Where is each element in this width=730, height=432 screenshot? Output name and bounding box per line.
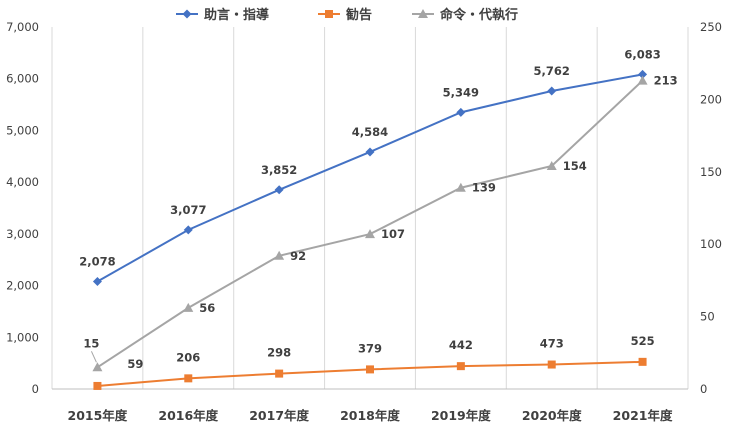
y-left-tick-label: 4,000 — [6, 175, 39, 189]
axes: 0 1,000 2,000 3,000 4,000 5,000 6,000 7,000 0 50 1… — [6, 20, 722, 423]
gridlines — [142, 27, 598, 389]
data-point-marker — [92, 362, 103, 372]
series-path — [96, 79, 644, 369]
legend-item: 勧告 — [318, 7, 372, 23]
y-right-tick-label: 0 — [700, 382, 707, 396]
data-label: 5,349 — [443, 85, 479, 99]
x-tick-label: 2017年度 — [249, 408, 309, 423]
data-label: 15 — [83, 336, 99, 350]
data-label: 107 — [381, 227, 405, 241]
data-point-marker — [547, 86, 557, 96]
data-label: 2,078 — [79, 255, 115, 269]
data-label: 298 — [267, 346, 291, 360]
data-label: 206 — [176, 350, 200, 364]
y-left-tick-label: 7,000 — [6, 20, 39, 34]
x-tick-label: 2018年度 — [340, 408, 400, 423]
data-point-marker — [325, 10, 333, 18]
data-point-marker — [365, 229, 375, 239]
data-label: 5,762 — [534, 64, 570, 78]
data-point-marker — [456, 362, 465, 371]
data-point-marker — [274, 185, 284, 195]
y-right-tick-label: 250 — [700, 20, 722, 34]
data-labels: 2,078 3,077 3,852 4,584 5,349 5,762 6,083 59 206… — [79, 47, 677, 371]
data-label: 442 — [449, 338, 473, 352]
series-line-1 — [92, 69, 648, 287]
data-label: 6,083 — [624, 47, 660, 61]
legend: 助言・指導 勧告 命令・代執行 — [176, 7, 518, 23]
y-left-tick-label: 0 — [32, 382, 39, 396]
data-point-marker — [637, 75, 648, 85]
data-label: 379 — [358, 341, 382, 355]
data-point-marker — [366, 365, 374, 374]
data-point-marker — [275, 369, 284, 378]
data-point-marker — [93, 381, 102, 390]
data-point-marker — [365, 147, 375, 157]
series-line-3 — [92, 75, 648, 372]
data-label: 473 — [540, 337, 564, 351]
y-left-tick-label: 6,000 — [6, 72, 39, 86]
data-label: 59 — [127, 357, 143, 371]
data-label: 213 — [654, 74, 678, 88]
legend-item: 助言・指導 — [176, 7, 269, 23]
data-label: 4,584 — [352, 125, 388, 139]
data-point-marker — [455, 182, 466, 192]
series-layer — [92, 69, 648, 390]
y-left-tick-label: 2,000 — [6, 279, 39, 293]
series-line-2 — [93, 357, 647, 390]
leader-line — [90, 351, 97, 363]
y-left-tick-label: 3,000 — [6, 227, 39, 241]
data-point-marker — [546, 161, 557, 171]
y-left-tick-label: 5,000 — [6, 123, 39, 137]
data-point-marker — [182, 9, 192, 19]
data-point-marker — [183, 302, 194, 312]
data-label: 139 — [472, 181, 496, 195]
data-label: 154 — [563, 159, 587, 173]
x-tick-label: 2021年度 — [613, 408, 673, 423]
data-point-marker — [418, 9, 428, 18]
data-point-marker — [274, 250, 285, 260]
y-right-tick-label: 100 — [700, 237, 722, 251]
data-point-marker — [184, 374, 193, 383]
data-label: 525 — [631, 334, 655, 348]
data-label: 92 — [290, 249, 306, 263]
y-right-tick-label: 150 — [700, 165, 722, 179]
data-point-marker — [638, 69, 648, 79]
legend-label: 勧告 — [345, 7, 372, 23]
y-right-tick-label: 200 — [700, 92, 722, 106]
legend-label: 命令・代執行 — [439, 7, 518, 23]
data-label: 3,852 — [261, 163, 297, 177]
y-right-tick-label: 50 — [700, 310, 715, 324]
data-label: 56 — [199, 301, 215, 315]
y-left-tick-label: 1,000 — [6, 330, 39, 344]
data-point-marker — [92, 277, 102, 287]
x-tick-label: 2020年度 — [522, 408, 582, 423]
data-point-marker — [638, 357, 647, 366]
data-point-marker — [183, 225, 193, 235]
data-point-marker — [456, 107, 466, 117]
x-tick-label: 2016年度 — [158, 408, 218, 423]
series-path — [96, 73, 643, 283]
data-label: 3,077 — [170, 203, 206, 217]
x-tick-label: 2019年度 — [431, 408, 491, 423]
data-point-marker — [547, 360, 556, 369]
legend-label: 助言・指導 — [204, 7, 269, 23]
legend-item: 命令・代執行 — [412, 7, 518, 23]
x-tick-label: 2015年度 — [68, 408, 128, 423]
